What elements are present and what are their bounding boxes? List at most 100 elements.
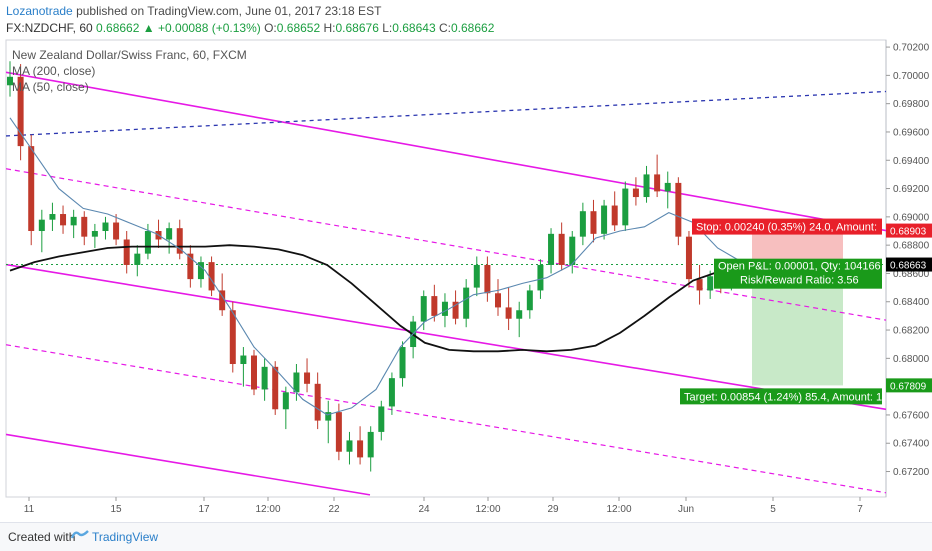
candle-body xyxy=(484,264,491,294)
ma50-legend: MA (50, close) xyxy=(12,80,89,94)
x-tick-label: 29 xyxy=(547,504,559,515)
candle-body xyxy=(272,366,279,410)
high-label: H: xyxy=(323,21,336,35)
ma200-legend: MA (200, close) xyxy=(12,64,96,78)
candle-body xyxy=(325,412,332,421)
candle-body xyxy=(102,222,109,232)
ma200-line xyxy=(9,244,743,353)
x-tick-label: 7 xyxy=(857,504,863,515)
candle-body xyxy=(558,233,565,265)
candle-body xyxy=(579,211,586,237)
drawings-layer xyxy=(6,61,886,496)
y-tick-label: 0.68800 xyxy=(893,241,930,252)
candle-body xyxy=(463,287,470,319)
channel-middle-line xyxy=(6,263,886,411)
candle-body xyxy=(696,279,703,291)
change-value: +0.00088 (+0.13%) xyxy=(158,21,261,35)
x-tick-label: 22 xyxy=(328,504,340,515)
candle-body xyxy=(28,146,35,232)
x-tick-label: 12:00 xyxy=(475,504,500,515)
symbol: FX:NZDCHF, 60 xyxy=(6,21,93,35)
footer-bar: Created with TradingView xyxy=(0,522,932,551)
candle-body xyxy=(654,174,661,192)
y-tick-label: 0.68000 xyxy=(893,354,930,365)
up-arrow-icon: ▲ xyxy=(142,21,155,35)
candle-body xyxy=(495,293,501,308)
x-tick-label: 11 xyxy=(24,504,35,515)
candle-body xyxy=(388,378,395,407)
candle-body xyxy=(357,440,364,458)
x-tick-label: 17 xyxy=(198,504,210,515)
candle-body xyxy=(399,347,406,379)
candle-body xyxy=(166,228,173,240)
candle-body xyxy=(261,366,268,390)
candle-body xyxy=(526,290,533,311)
stop-label: Stop: 0.00240 (0.35%) 24.0, Amount: xyxy=(696,222,877,234)
x-tick-label: 15 xyxy=(110,504,122,515)
candle-body xyxy=(685,236,692,280)
candle-body xyxy=(675,182,682,237)
channel-upper-line xyxy=(6,71,886,232)
candle-body xyxy=(452,301,459,319)
candle-body xyxy=(49,214,56,220)
publish-line: Lozanotrade published on TradingView.com… xyxy=(6,4,381,18)
candle-body xyxy=(38,219,45,232)
last-price-tag: 0.68663 xyxy=(890,261,927,272)
y-tick-label: 0.69800 xyxy=(893,99,930,110)
target-price-tag: 0.67809 xyxy=(890,381,927,392)
candle-body xyxy=(7,76,13,86)
y-tick-label: 0.68200 xyxy=(893,326,930,337)
stop-price-tag: 0.68903 xyxy=(890,227,927,238)
candle-body xyxy=(611,205,618,226)
candle-body xyxy=(346,440,353,452)
symbol-line: FX:NZDCHF, 60 0.68662 ▲ +0.00088 (+0.13%… xyxy=(6,21,494,35)
low-label: L: xyxy=(382,21,393,35)
y-tick-label: 0.68600 xyxy=(893,269,930,280)
y-tick-label: 0.68400 xyxy=(893,297,930,308)
candle-body xyxy=(176,228,183,254)
candle-body xyxy=(431,296,438,316)
y-tick-label: 0.69600 xyxy=(893,127,930,138)
candle-body xyxy=(144,231,151,254)
candle-body xyxy=(505,307,512,319)
open-label: O: xyxy=(264,21,277,35)
risk-reward-text: Risk/Reward Ratio: 3.56 xyxy=(740,275,859,287)
x-tick-label: 5 xyxy=(770,504,776,515)
tradingview-brand-link[interactable]: TradingView xyxy=(92,530,159,544)
close-value: 0.68662 xyxy=(450,21,495,35)
chart-title: New Zealand Dollar/Swiss Franc, 60, FXCM xyxy=(12,48,247,62)
candle-body xyxy=(91,231,98,237)
candle-body xyxy=(569,236,576,265)
candle-body xyxy=(282,392,289,410)
y-tick-label: 0.70200 xyxy=(893,43,930,54)
high-value: 0.68676 xyxy=(335,21,379,35)
candle-body xyxy=(473,264,480,288)
x-tick-label: Jun xyxy=(678,504,694,515)
y-tick-label: 0.70000 xyxy=(893,71,930,82)
x-tick-label: 24 xyxy=(418,504,430,515)
candle-body xyxy=(548,233,555,265)
candle-body xyxy=(17,76,24,147)
close-label: C: xyxy=(438,21,451,35)
candle-body xyxy=(187,253,194,280)
candle-body xyxy=(314,383,321,421)
y-tick-label: 0.67600 xyxy=(893,410,930,421)
target-label-box xyxy=(680,388,882,405)
candle-body xyxy=(229,310,236,365)
candle-body xyxy=(70,216,77,226)
price-chart[interactable]: 0.672000.674000.676000.678000.680000.682… xyxy=(0,0,932,522)
x-tick-label: 12:00 xyxy=(255,504,280,515)
candle-body xyxy=(622,188,629,226)
author-link[interactable]: Lozanotrade xyxy=(6,4,73,18)
candle-body xyxy=(537,264,544,291)
candle-body xyxy=(632,188,639,198)
candle-body xyxy=(516,310,523,319)
candle-body xyxy=(707,276,714,291)
candle-body xyxy=(304,372,311,384)
channel-dashed-lower xyxy=(6,344,886,494)
y-tick-label: 0.69200 xyxy=(893,184,930,195)
channel-lower-line xyxy=(6,433,371,496)
candle-body xyxy=(134,253,141,265)
candle-body xyxy=(293,372,300,393)
candle-body xyxy=(367,431,374,458)
